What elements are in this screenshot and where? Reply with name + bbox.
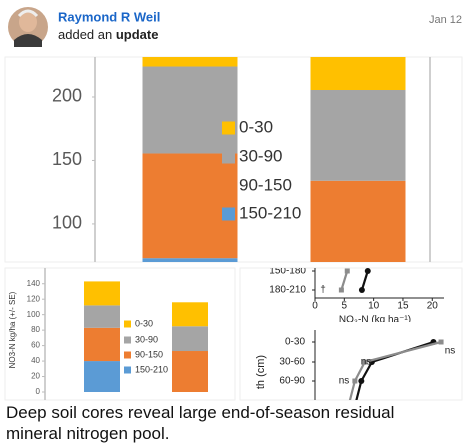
legend-swatch <box>222 121 235 135</box>
y-tick-label: 150 <box>52 149 82 169</box>
point <box>338 287 344 293</box>
post-caption: Deep soil cores reveal large end-of-seas… <box>6 403 395 443</box>
annotation: ns <box>361 357 372 368</box>
bar-segment <box>310 180 406 262</box>
bar-segment <box>84 361 120 392</box>
bar-segment <box>172 351 208 392</box>
y-tick-label: 140 <box>27 279 41 288</box>
y-tick-label: 200 <box>52 86 82 106</box>
y-tick-label: 40 <box>31 356 40 365</box>
legend-label: 0-30 <box>135 318 153 328</box>
legend-label: 30-90 <box>135 334 158 344</box>
post-date: Jan 12 <box>429 14 462 26</box>
legend-swatch <box>124 366 131 374</box>
legend-label: 90-150 <box>135 349 163 359</box>
y-tick-label: 30-60 <box>279 357 305 368</box>
bar-segment <box>142 57 238 67</box>
point <box>358 287 365 293</box>
bar-segment <box>142 258 238 262</box>
legend-swatch <box>124 336 131 344</box>
legend-swatch <box>222 179 235 193</box>
annotation: ns <box>339 376 350 387</box>
point <box>364 268 371 274</box>
series-line <box>360 270 369 291</box>
legend-label: 0-30 <box>239 117 273 136</box>
legend-swatch <box>222 150 235 164</box>
bar-segment <box>310 57 406 91</box>
x-axis-label: NO₃-N (kg ha⁻¹) <box>339 315 411 326</box>
legend-label: 90-150 <box>239 175 292 194</box>
y-axis-label: NO3-N kg/ha (+/- SE) <box>8 291 17 368</box>
x-tick-label: 0 <box>312 301 318 312</box>
bar-segment <box>84 305 120 328</box>
legend-swatch <box>124 320 131 328</box>
series-line <box>348 340 442 400</box>
x-tick-label: 15 <box>397 301 409 312</box>
chart-image: 100 150 200 150-210 90-150 30-90 0-30 <box>52 57 431 262</box>
bar-segment <box>310 90 406 181</box>
series-line <box>340 270 349 291</box>
bar-segment <box>84 281 120 306</box>
legend-label: 150-210 <box>135 364 168 374</box>
y-tick-label: 100 <box>27 310 41 319</box>
y-tick-label: 60-90 <box>279 376 305 387</box>
y-tick-label: 150-180 <box>269 266 306 277</box>
legend-label: 150-210 <box>239 203 301 222</box>
action-prefix: added an <box>58 27 112 42</box>
y-tick-label: 0-30 <box>285 337 305 348</box>
annotation: † <box>320 285 326 296</box>
legend-label: 30-90 <box>239 146 282 165</box>
y-tick-label: 0 <box>36 387 41 396</box>
legend-swatch <box>124 351 131 359</box>
point <box>352 378 358 384</box>
bar-segment <box>84 327 120 362</box>
y-tick-label: 80 <box>31 325 40 334</box>
image-frame[interactable] <box>239 267 463 401</box>
y-tick-label: 100 <box>52 213 82 233</box>
y-tick-label: 60 <box>31 341 40 350</box>
chart-image: 0 20 40 60 80 100 120 140 150-210 90-150 30-90 0-30… <box>8 268 208 400</box>
x-tick-label: 10 <box>368 301 380 312</box>
annotation: ns <box>445 346 456 357</box>
point <box>362 359 368 365</box>
y-tick-label: 120 <box>27 294 41 303</box>
x-tick-label: 20 <box>427 301 439 312</box>
bar-segment <box>172 326 208 352</box>
action-type: update <box>116 27 159 42</box>
y-tick-label: 180-210 <box>269 285 306 296</box>
bar-segment <box>142 153 238 259</box>
point <box>358 378 365 384</box>
point <box>344 268 350 274</box>
point <box>438 339 444 345</box>
action: added an update <box>58 27 158 42</box>
chart-image: 0 5 10 15 20 150-180 180-210 † NO₃-N (kg ha⁻¹) <box>269 266 444 326</box>
x-tick-label: 5 <box>342 301 348 312</box>
avatar[interactable] <box>8 7 48 47</box>
bar-segment <box>142 66 238 154</box>
y-axis-label: th (cm) <box>255 355 267 389</box>
legend-swatch <box>222 207 235 221</box>
bar-segment <box>172 302 208 327</box>
y-tick-label: 20 <box>31 372 40 381</box>
author-name[interactable]: Raymond R Weil <box>58 9 160 24</box>
